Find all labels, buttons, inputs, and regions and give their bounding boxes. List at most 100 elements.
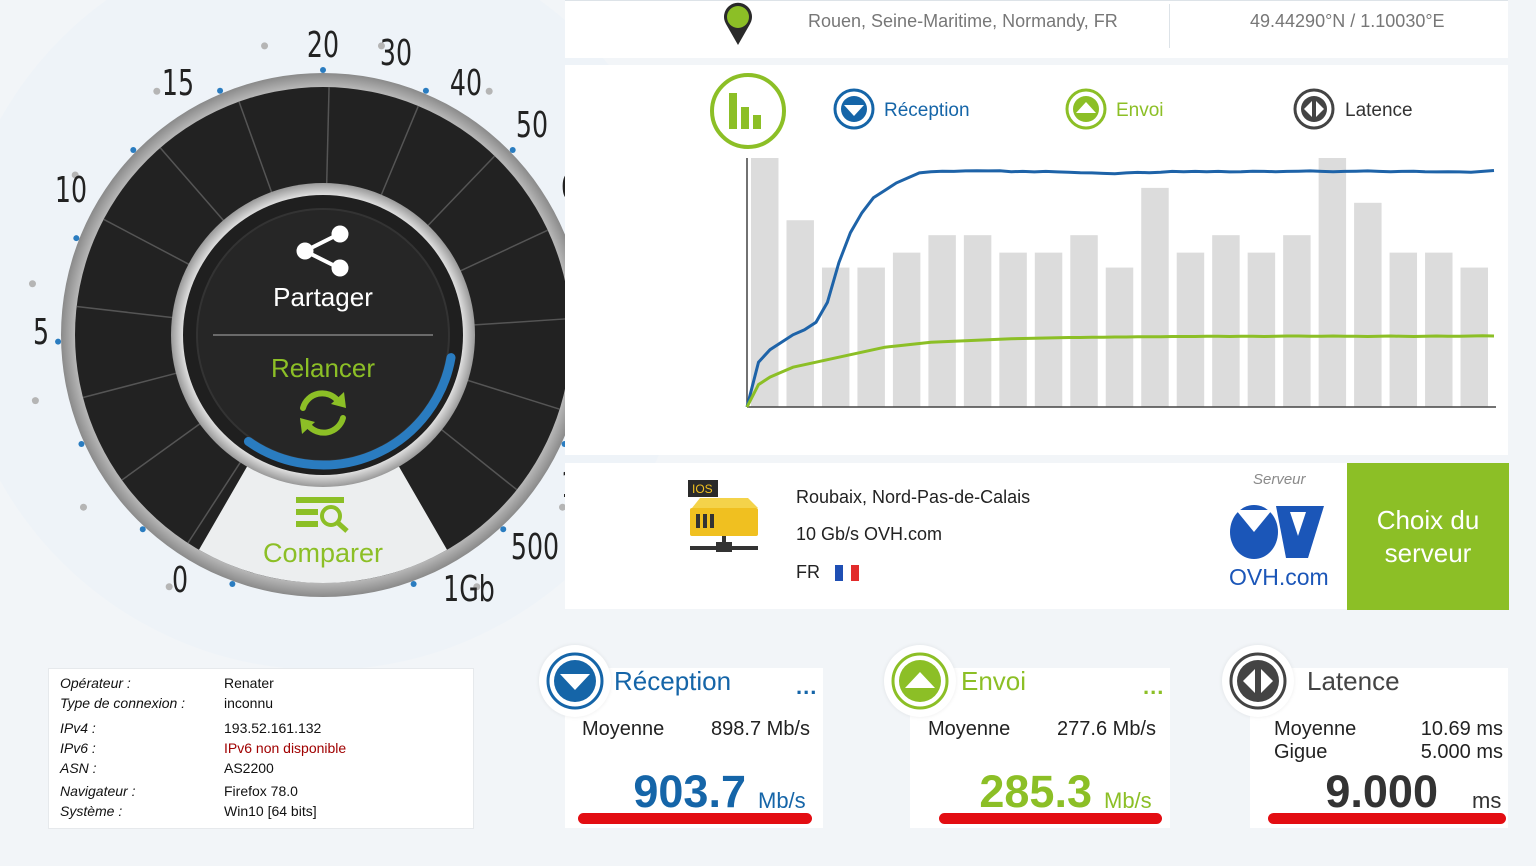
gauge-scale-dot — [153, 87, 161, 95]
gauge-scale-mark — [130, 146, 137, 153]
gauge-tick-label: 500 — [510, 527, 560, 568]
info-label: Navigateur : — [60, 783, 136, 799]
compare-sector[interactable] — [199, 464, 447, 583]
latency-bar — [1070, 235, 1098, 407]
compare-icon[interactable] — [296, 497, 349, 533]
info-value: Firefox 78.0 — [224, 783, 298, 799]
server-link: 10 Gb/s OVH.com — [796, 524, 943, 544]
relaunch-button[interactable]: Relancer — [270, 353, 376, 383]
legend-upload[interactable]: Envoi — [1065, 88, 1164, 130]
latency-icon — [1229, 652, 1287, 710]
gauge-scale-mark — [78, 440, 85, 447]
latency-bar — [1212, 235, 1240, 407]
latency-bar — [928, 235, 956, 407]
upload-unit: Mb/s — [1104, 788, 1152, 813]
location-separator — [1169, 4, 1170, 48]
gauge-sector-lines — [76, 87, 571, 544]
gauge-scale-mark — [73, 235, 80, 242]
latency-bars — [751, 158, 1488, 407]
latency-bar — [751, 158, 779, 407]
latency-value: 9.000 — [1325, 766, 1438, 817]
latency-bar — [1425, 252, 1453, 407]
info-value: 193.52.161.132 — [224, 720, 322, 736]
latency-bar — [999, 252, 1027, 407]
compare-button[interactable]: Comparer — [262, 538, 384, 568]
gauge-scale-dot — [377, 42, 385, 50]
gauge-tick-label: 15 — [161, 63, 195, 104]
latency-bar — [821, 267, 850, 407]
server-country: FR — [796, 562, 820, 582]
server-city: Roubaix, Nord-Pas-de-Calais — [796, 487, 1031, 507]
download-avg-value: 898.7 Mb/s — [711, 718, 810, 740]
gauge-tick-label: 30 — [379, 33, 413, 74]
download-line — [745, 169, 1495, 408]
latency-avg-value: 10.69 ms — [1420, 718, 1503, 740]
gauge-sector-line — [426, 155, 496, 228]
latency-bar — [892, 252, 921, 407]
gauge-sector-line — [187, 460, 242, 544]
legend-latency[interactable]: Latence — [1293, 88, 1413, 130]
server-tag: Serveur — [1253, 471, 1306, 488]
share-icon[interactable] — [296, 225, 349, 277]
location-pin-icon — [724, 2, 752, 46]
latency-bar — [857, 267, 885, 407]
upload-more-button[interactable]: ... — [1143, 674, 1165, 699]
latency-bar — [786, 220, 814, 407]
gauge-sector-line — [82, 372, 179, 399]
info-value: AS2200 — [224, 760, 274, 776]
connection-info — [48, 668, 474, 829]
gauge-scale-mark — [55, 338, 62, 345]
flag-fr-icon — [835, 565, 859, 581]
gauge-scale-mark — [422, 87, 429, 94]
info-label: Système : — [60, 803, 123, 819]
gauge-sector-line — [159, 147, 226, 223]
gauge-scale-dot — [79, 503, 87, 511]
upload-title: Envoi — [961, 666, 1027, 696]
upload-avg-value: 277.6 Mb/s — [1057, 718, 1156, 740]
download-more-button[interactable]: ... — [796, 674, 818, 699]
gauge-tick-label: 50 — [515, 105, 549, 146]
location-coords: 49.44290°N / 1.10030°E — [1250, 11, 1445, 31]
latency-bar — [1034, 252, 1063, 407]
gauge-tick-label: 5 — [32, 312, 50, 353]
latency-jitter-label: Gigue — [1274, 741, 1328, 763]
choose-server-label: Choix du serveur — [1376, 504, 1480, 568]
download-title: Réception — [614, 666, 732, 696]
gauge-sector-line — [121, 422, 202, 481]
refresh-icon[interactable] — [300, 390, 346, 436]
share-button[interactable]: Partager — [273, 282, 373, 312]
gauge-scale-dot — [71, 171, 79, 179]
upload-icon — [891, 652, 949, 710]
legend-download-label: Réception — [884, 100, 970, 121]
latency-bar — [1283, 235, 1311, 407]
choose-server-button[interactable]: Choix du serveur — [1347, 463, 1509, 610]
speed-gauge — [0, 0, 693, 670]
legend-download[interactable]: Réception — [833, 88, 970, 130]
gauge-scale-dot — [165, 583, 173, 591]
gauge-sector-line — [379, 105, 419, 197]
latency-card — [1250, 668, 1508, 828]
gauge-tick-label: 1Gb — [443, 569, 495, 610]
upload-avg-label: Moyenne — [928, 718, 1011, 740]
chart-icon[interactable] — [710, 73, 786, 149]
gauge-sector-line — [458, 229, 549, 273]
legend-upload-label: Envoi — [1116, 100, 1164, 121]
info-label: IPv4 : — [60, 720, 96, 736]
gauge-tick-label: 0 — [171, 560, 189, 601]
gauge-tick-label: 40 — [449, 63, 483, 104]
legend-latency-label: Latence — [1345, 100, 1413, 121]
location-city: Rouen, Seine-Maritime, Normandy, FR — [808, 11, 1118, 31]
server-os-tag: IOS — [692, 482, 713, 496]
latency-avg-label: Moyenne — [1274, 718, 1357, 740]
gauge-sector-line — [325, 87, 330, 186]
gauge-scale-mark — [320, 67, 326, 73]
latency-bar — [1176, 252, 1205, 407]
location-bar — [565, 0, 1508, 58]
gauge-scale-dot — [31, 397, 39, 405]
gauge-tick-label: 20 — [306, 25, 340, 66]
download-icon — [546, 652, 604, 710]
gauge-scale-dot — [559, 503, 567, 511]
download-unit: Mb/s — [758, 788, 806, 813]
latency-bar — [1389, 252, 1418, 407]
gauge-sector-line — [238, 101, 273, 195]
